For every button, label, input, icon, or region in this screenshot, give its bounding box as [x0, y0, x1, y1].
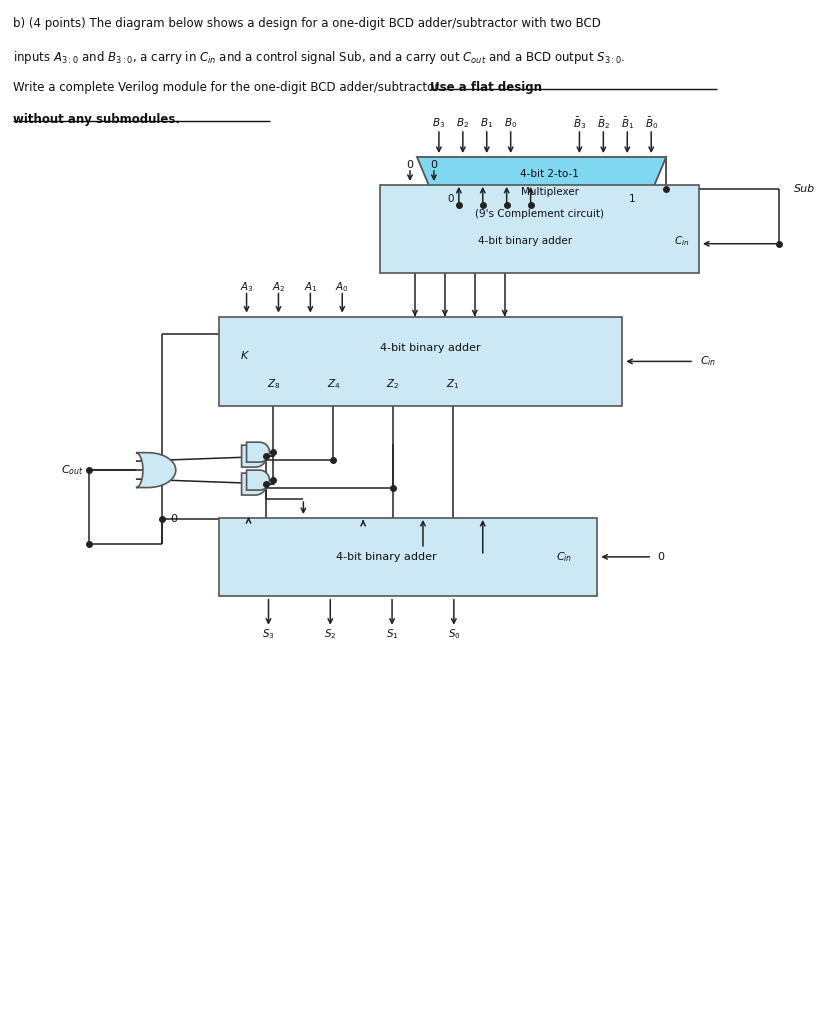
Polygon shape [242, 445, 267, 467]
Text: $Z_4$: $Z_4$ [327, 378, 340, 391]
Text: 4-bit binary adder: 4-bit binary adder [336, 552, 436, 562]
Bar [219, 518, 597, 596]
Text: $\bar{B}_3$: $\bar{B}_3$ [573, 115, 586, 131]
Text: 0: 0 [658, 552, 664, 562]
Text: $C_{out}$: $C_{out}$ [62, 463, 84, 477]
Text: $\bar{B}_0$: $\bar{B}_0$ [644, 115, 658, 131]
Text: $S_1$: $S_1$ [386, 627, 398, 641]
Bar [380, 185, 699, 272]
Text: $\bar{B}_1$: $\bar{B}_1$ [621, 115, 634, 131]
Bar [219, 316, 622, 407]
Polygon shape [247, 442, 269, 462]
Polygon shape [242, 473, 267, 495]
Text: 0: 0 [407, 160, 413, 170]
Polygon shape [247, 470, 269, 490]
Text: $A_2$: $A_2$ [272, 280, 286, 294]
Text: $B_2$: $B_2$ [456, 116, 469, 130]
Text: 0: 0 [448, 194, 454, 204]
Text: $S_0$: $S_0$ [448, 627, 460, 641]
Text: $\bar{B}_2$: $\bar{B}_2$ [597, 115, 610, 131]
Text: Use a flat design: Use a flat design [430, 81, 542, 94]
Text: Sub: Sub [793, 184, 815, 194]
Polygon shape [136, 453, 176, 487]
Text: 0: 0 [430, 160, 437, 170]
Text: (9's Complement circuit): (9's Complement circuit) [475, 209, 604, 219]
Text: $C_{in}$: $C_{in}$ [700, 354, 716, 369]
Text: without any submodules.: without any submodules. [13, 113, 180, 126]
Text: K: K [240, 351, 248, 361]
Text: $B_1$: $B_1$ [480, 116, 493, 130]
Text: $A_1$: $A_1$ [304, 280, 317, 294]
Text: $C_{in}$: $C_{in}$ [556, 550, 572, 564]
Text: $S_3$: $S_3$ [263, 627, 275, 641]
Text: $B_0$: $B_0$ [504, 116, 518, 130]
Text: Write a complete Verilog module for the one-digit BCD adder/subtractor.: Write a complete Verilog module for the … [13, 81, 446, 94]
Text: 4-bit binary adder: 4-bit binary adder [477, 236, 572, 246]
Text: $S_2$: $S_2$ [324, 627, 337, 641]
Text: 1: 1 [629, 194, 635, 204]
Text: $C_{in}$: $C_{in}$ [674, 233, 689, 248]
Text: $Z_8$: $Z_8$ [267, 378, 280, 391]
Text: $A_3$: $A_3$ [239, 280, 253, 294]
Text: inputs $A_{3:0}$ and $B_{3:0}$, a carry in $C_{in}$ and a control signal Sub, an: inputs $A_{3:0}$ and $B_{3:0}$, a carry … [13, 49, 625, 67]
Text: b) (4 points) The diagram below shows a design for a one-digit BCD adder/subtrac: b) (4 points) The diagram below shows a … [13, 17, 602, 31]
Polygon shape [417, 157, 666, 205]
Text: $B_3$: $B_3$ [432, 116, 445, 130]
Text: 0: 0 [170, 514, 177, 524]
Text: $A_0$: $A_0$ [335, 280, 349, 294]
Text: 4-bit binary adder: 4-bit binary adder [380, 343, 481, 353]
Text: $Z_2$: $Z_2$ [387, 378, 400, 391]
Text: $Z_1$: $Z_1$ [446, 378, 459, 391]
Text: 4-bit 2-to-1: 4-bit 2-to-1 [520, 169, 579, 179]
Text: Multiplexer: Multiplexer [520, 186, 579, 197]
